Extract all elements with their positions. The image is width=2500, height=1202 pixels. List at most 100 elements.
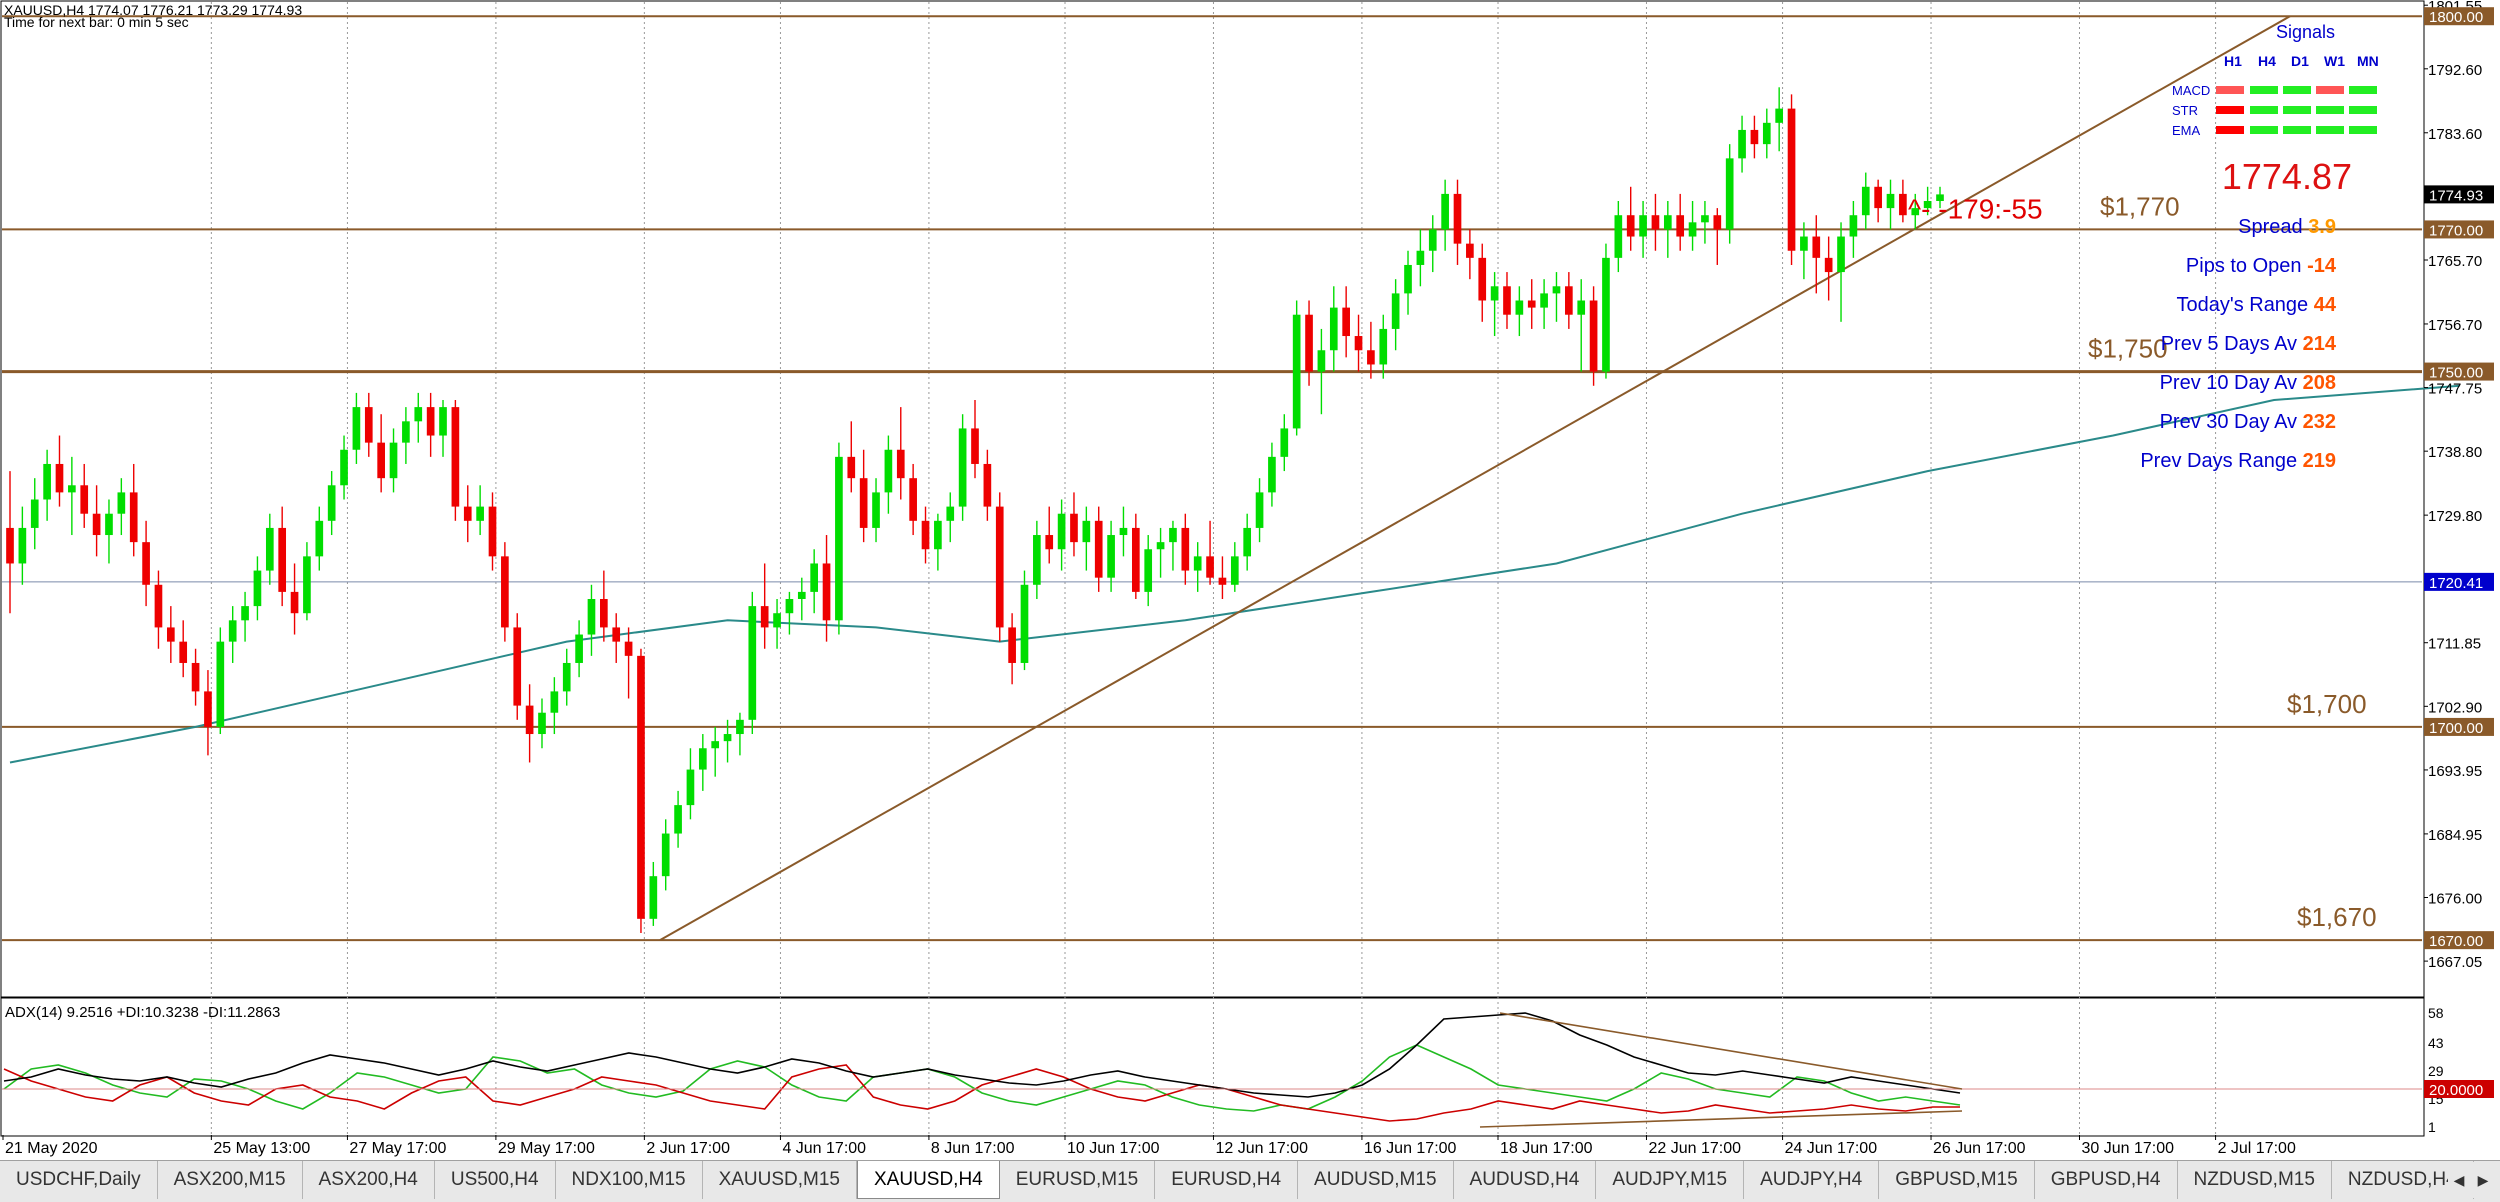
price-level-box	[2424, 572, 2494, 591]
indicator-axis-label: 58	[2428, 1005, 2444, 1021]
candle-body	[1577, 300, 1586, 315]
chart-tab[interactable]: EURUSD,H4	[1155, 1161, 1299, 1199]
candle-body	[1169, 527, 1177, 543]
candle-body	[1503, 286, 1511, 315]
chart-tab[interactable]: USDCHF,Daily	[0, 1161, 158, 1199]
candle-body	[562, 662, 571, 692]
candle-body	[723, 734, 732, 742]
signal-indicator	[2250, 126, 2278, 134]
signal-indicator	[2283, 106, 2311, 114]
tabs-scroll-left-button[interactable]: ◀	[2448, 1162, 2470, 1198]
candle-body	[1725, 158, 1734, 230]
candle-body	[760, 606, 769, 628]
candle-body	[649, 876, 658, 919]
chart-tab[interactable]: AUDJPY,H4	[1744, 1161, 1880, 1199]
candle-body	[1936, 194, 1944, 201]
chart-tab[interactable]: NZDUSD,M15	[2178, 1161, 2332, 1199]
candle-body	[105, 513, 113, 536]
candle-body	[1317, 350, 1326, 372]
adx-line	[3, 1012, 1961, 1098]
candle-body	[674, 805, 682, 834]
chart-tab-bar: USDCHF,Daily ASX200,M15 ASX200,H4 US500,H4 N…	[0, 1160, 2500, 1202]
indicator-axis-label: 43	[2428, 1035, 2444, 1051]
candle-body	[278, 527, 287, 592]
candle-body	[773, 613, 781, 628]
candle-body	[129, 492, 138, 543]
candle-body	[1156, 542, 1165, 550]
stat-row: Prev 5 Days Av 214	[2161, 333, 2337, 355]
signals-column-header: W1	[2324, 53, 2345, 69]
candle-body	[1280, 428, 1289, 457]
candle-body	[1033, 535, 1041, 585]
candle-body	[80, 485, 89, 514]
candle-body	[575, 634, 583, 663]
tabs-scroll-right-button[interactable]: ▶	[2472, 1162, 2494, 1198]
candle-body	[216, 641, 225, 727]
level-label: $1,700	[2287, 689, 2367, 719]
chart-tab[interactable]: AUDUSD,M15	[1298, 1161, 1454, 1199]
price-tick-label: 1676.00	[2428, 891, 2482, 908]
candle-body	[1020, 584, 1029, 663]
minus-di-line	[3, 1064, 1960, 1122]
candle-body	[1762, 122, 1771, 145]
chart-tab[interactable]: ASX200,H4	[303, 1161, 435, 1199]
price-level-box	[2424, 220, 2494, 239]
price-level-box-label: 1750.00	[2429, 365, 2483, 382]
candle-body	[68, 485, 76, 493]
candle-body	[835, 456, 843, 621]
stat-row: Spread 3.9	[2238, 216, 2336, 238]
candle-body	[191, 662, 200, 692]
time-tick-label: 18 Jun 17:00	[1500, 1140, 1593, 1157]
signal-indicator	[2349, 126, 2377, 134]
candle-body	[488, 506, 497, 557]
trend-line[interactable]	[659, 15, 2291, 942]
chart-tab[interactable]: ASX200,M15	[158, 1161, 303, 1199]
candle-body	[315, 520, 324, 557]
price-tick-label: 1756.70	[2428, 317, 2482, 334]
time-tick-label: 12 Jun 17:00	[1215, 1140, 1308, 1157]
indicator-axis-label: 1	[2428, 1119, 2436, 1135]
chart-tab[interactable]: GBPUSD,M15	[1879, 1161, 2035, 1199]
candle-body	[612, 627, 621, 642]
candle-body	[946, 506, 955, 521]
candle-body	[1701, 215, 1709, 223]
candle-body	[896, 449, 905, 479]
chart-tab[interactable]: AUDUSD,H4	[1454, 1161, 1597, 1199]
time-tick-label: 4 Jun 17:00	[782, 1140, 866, 1157]
candle-body	[1305, 314, 1313, 372]
price-tick-label: 1667.05	[2428, 954, 2482, 971]
adx-trend-line[interactable]	[1499, 1012, 1963, 1090]
chart-tab[interactable]: GBPUSD,H4	[2035, 1161, 2178, 1199]
chart-tab[interactable]: US500,H4	[435, 1161, 556, 1199]
chart-tab[interactable]: EURUSD,M15	[1000, 1161, 1156, 1199]
candle-body	[1639, 215, 1647, 237]
chart-tab[interactable]: AUDJPY,M15	[1596, 1161, 1745, 1199]
chart-tab[interactable]: XAUUSD,H4	[857, 1161, 1000, 1199]
price-tick-label: 1711.85	[2428, 636, 2481, 653]
candle-body	[1218, 577, 1227, 585]
symbol-info: XAUUSD,H4 1774.07 1776.21 1773.29 1774.9…	[4, 2, 303, 18]
candle-body	[624, 641, 633, 656]
adx-trend-line[interactable]	[1479, 1110, 1963, 1128]
signals-title: Signals	[2276, 22, 2335, 42]
candle-body	[1057, 513, 1066, 550]
price-level-box	[2424, 7, 2494, 26]
bar-countdown: ^- -179:-55	[1908, 193, 2043, 224]
candle-body	[43, 463, 51, 500]
candle-body	[1230, 556, 1239, 585]
candle-body	[1874, 186, 1882, 209]
candle-body	[1206, 556, 1214, 578]
candle-body	[30, 499, 39, 528]
candle-body	[18, 527, 27, 564]
candle-body	[1540, 293, 1548, 308]
candle-body	[1738, 129, 1746, 159]
candle-body	[1255, 492, 1264, 528]
price-chart[interactable]: 1801.551792.601783.601774.601765.701756.…	[0, 0, 2500, 1160]
candle-body	[290, 591, 299, 614]
candle-body	[55, 463, 64, 493]
chart-tab[interactable]: NDX100,M15	[556, 1161, 703, 1199]
candle-body	[736, 719, 744, 735]
price-level-box-label: 1770.00	[2429, 222, 2483, 239]
chart-tab[interactable]: XAUUSD,M15	[703, 1161, 857, 1199]
